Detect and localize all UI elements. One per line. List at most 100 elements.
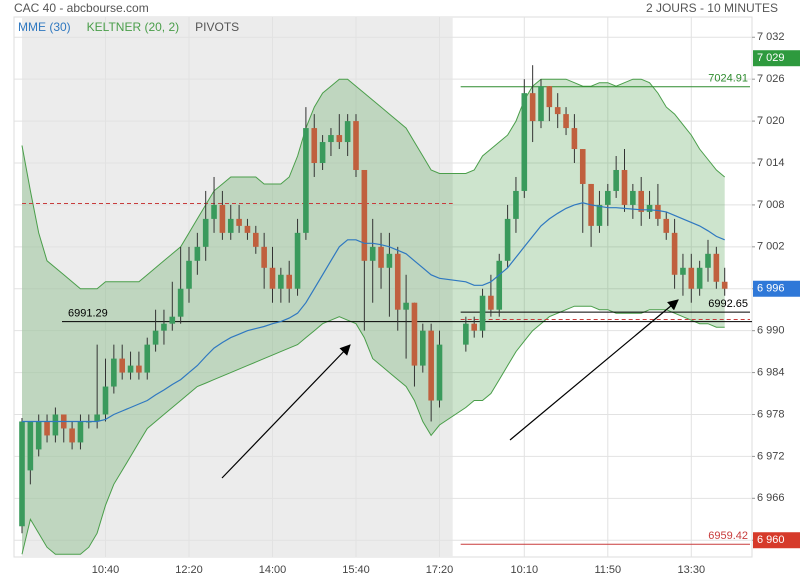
candle-body — [361, 169, 368, 261]
candle-body — [705, 253, 711, 268]
candle-body — [336, 135, 343, 143]
bands — [21, 78, 726, 555]
candle-body — [479, 295, 486, 331]
candle-body — [571, 128, 578, 150]
candle-body — [127, 365, 134, 373]
candle-body — [696, 267, 703, 289]
x-tick-label: 14:00 — [259, 564, 287, 576]
candle-body — [521, 93, 528, 191]
candle-body — [680, 267, 686, 275]
candle-body — [369, 246, 376, 261]
band-upper — [21, 78, 726, 290]
candle-body — [721, 281, 728, 289]
candle-body — [394, 253, 401, 310]
candle-body — [194, 246, 201, 261]
chart-subtitle: 2 JOURS - 10 MINUTES — [646, 1, 778, 15]
candle-body — [554, 107, 561, 115]
candle-body — [278, 274, 284, 289]
candle-body — [211, 204, 217, 219]
candle-body — [227, 218, 234, 233]
candle-body — [152, 330, 159, 345]
x-tick-label: 10:10 — [511, 564, 539, 576]
legend-entry: PIVOTS — [195, 20, 239, 34]
candle-body — [35, 421, 42, 450]
candle-body — [471, 323, 477, 331]
pivot-label: 6991.29 — [68, 308, 108, 320]
candle-body — [102, 386, 109, 415]
band-fill — [22, 79, 725, 555]
candle-body — [378, 246, 384, 268]
candle-body — [169, 316, 176, 324]
y-tick-label: 7 014 — [757, 157, 785, 169]
candle-body — [202, 218, 209, 247]
candle-body — [411, 302, 418, 366]
candle-body — [428, 330, 434, 401]
candle-body — [261, 246, 267, 268]
candle-body — [671, 232, 678, 275]
candle-body — [496, 260, 503, 310]
pivot-label: 6959.42 — [708, 530, 748, 542]
price-badge-label: 7 029 — [757, 52, 785, 64]
candle-body — [663, 218, 670, 233]
y-tick-label: 6 978 — [757, 408, 785, 420]
x-tick-label: 13:30 — [678, 564, 706, 576]
y-tick-label: 6 966 — [757, 492, 785, 504]
candle-body — [44, 421, 50, 436]
candle-body — [77, 421, 84, 443]
candle-body — [353, 121, 359, 170]
candle-body — [579, 149, 586, 184]
candle-body — [630, 190, 636, 205]
price-badge-label: 6 996 — [757, 283, 785, 295]
y-tick-label: 7 026 — [757, 73, 785, 85]
candle-body — [621, 169, 628, 205]
candle-body — [529, 93, 536, 122]
candle-body — [144, 344, 151, 373]
candle-body — [638, 190, 644, 212]
candle-body — [563, 114, 569, 129]
candle-body — [596, 204, 603, 226]
legend-entry: MME (30) — [18, 20, 71, 34]
candle-body — [319, 142, 326, 164]
candle-body — [538, 86, 544, 122]
price-badge — [753, 50, 800, 67]
candle-body — [328, 135, 334, 143]
ma-line — [22, 202, 725, 423]
candle-body — [386, 253, 393, 268]
x-tick-label: 11:50 — [594, 564, 621, 576]
candle-body — [713, 253, 720, 282]
candle-body — [111, 358, 117, 387]
candle-body — [344, 121, 351, 143]
x-tick-label: 17:20 — [426, 564, 454, 576]
candle-body — [420, 330, 426, 366]
pivot-label: 6992.65 — [708, 298, 748, 310]
arrow — [509, 299, 679, 441]
candle-body — [294, 232, 301, 289]
candle-body — [488, 295, 494, 310]
legend-entry: KELTNER (20, 2) — [87, 20, 179, 34]
x-tick-label: 12:20 — [175, 564, 203, 576]
candle-body — [403, 302, 409, 310]
candle-body — [94, 414, 100, 422]
candle-body — [52, 414, 59, 436]
candle-body — [546, 86, 553, 108]
candle-body — [219, 204, 226, 233]
candle-body — [177, 288, 184, 317]
candle-body — [186, 260, 192, 289]
price-badge — [753, 532, 800, 549]
candle-body — [436, 344, 443, 401]
candle-body — [27, 421, 34, 471]
candle-body — [646, 204, 653, 212]
candle-body — [69, 428, 75, 443]
x-tick-label: 10:40 — [92, 564, 120, 576]
pivots: 6991.29 7024.91 6992.65 6959.42 — [22, 73, 752, 545]
candle-body — [236, 218, 242, 226]
candle-body — [119, 358, 125, 373]
y-tick-label: 7 002 — [757, 241, 785, 253]
candle-body — [253, 232, 259, 247]
arrow — [221, 344, 351, 479]
band-lower — [21, 305, 725, 555]
candle-body — [504, 218, 511, 261]
candle-body — [303, 128, 309, 233]
y-tick-label: 7 020 — [757, 115, 785, 127]
